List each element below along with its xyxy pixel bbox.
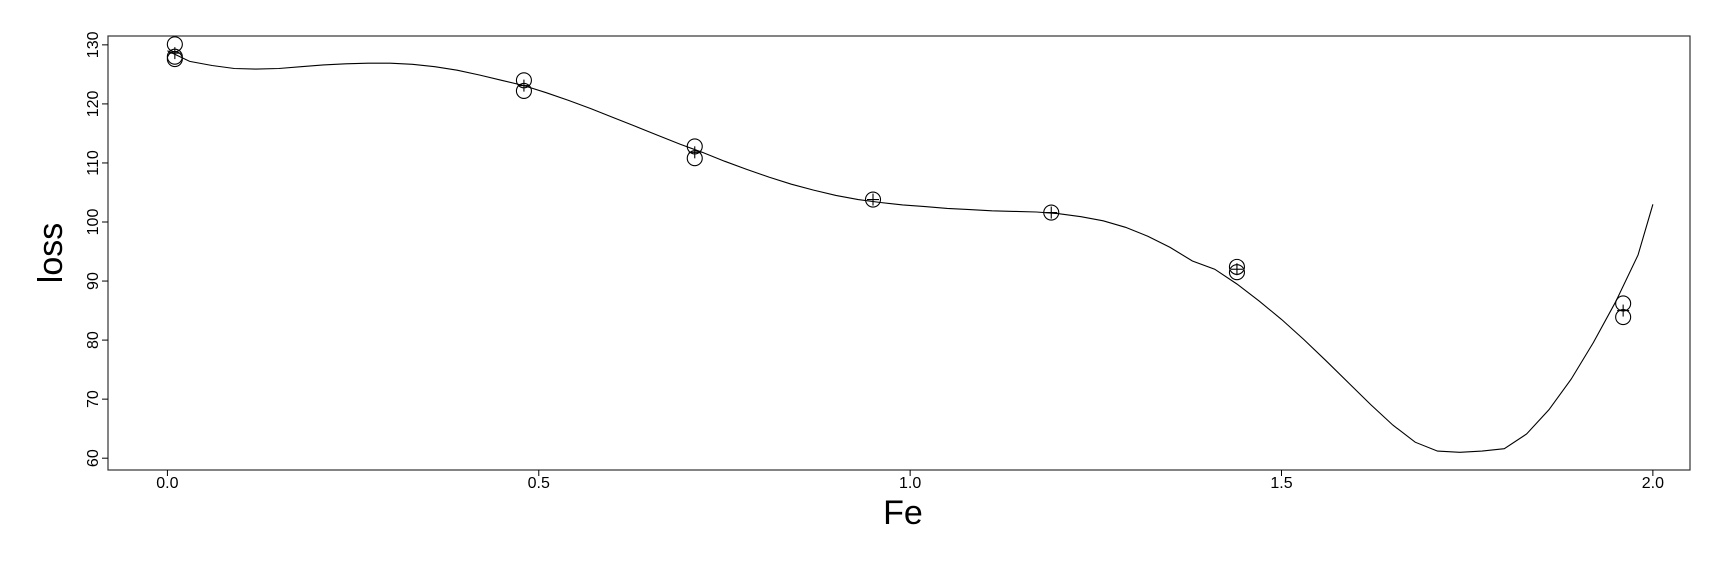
y-tick-label: 60 <box>85 449 102 467</box>
y-tick-label: 100 <box>85 209 102 236</box>
fitted-point-plus <box>1230 263 1243 276</box>
x-tick-label: 1.5 <box>1270 475 1292 492</box>
y-tick-label: 130 <box>85 31 102 58</box>
y-tick-label: 70 <box>85 390 102 408</box>
y-tick-label: 110 <box>85 150 102 176</box>
x-tick-label: 0.5 <box>528 475 550 492</box>
y-tick-label: 90 <box>85 272 102 290</box>
x-tick-label: 1.0 <box>899 475 921 492</box>
fitted-point-plus <box>867 193 880 206</box>
x-axis-title: Fe <box>883 494 923 532</box>
x-tick-label: 0.0 <box>156 475 178 492</box>
data-point-circle <box>864 191 882 208</box>
y-axis-ticks: 60 70 80 90 100 110 120 130 <box>85 31 108 467</box>
x-tick-label: 2.0 <box>1642 475 1664 492</box>
fitted-point-plus <box>1617 304 1630 317</box>
fitted-point-plus <box>517 79 530 92</box>
fitted-point-plus <box>168 47 181 60</box>
data-points <box>166 36 1632 326</box>
fitted-point-plus <box>688 146 701 159</box>
y-tick-label: 80 <box>85 331 102 349</box>
y-tick-label: 120 <box>85 90 102 117</box>
plot-frame <box>107 35 1691 471</box>
x-axis-ticks: 0.0 0.5 1.0 1.5 2.0 <box>156 470 1664 492</box>
fitted-curve <box>167 50 1654 453</box>
fitted-point-plus <box>1045 206 1058 219</box>
data-point-circle <box>1043 204 1060 221</box>
y-axis-title: loss <box>32 223 70 283</box>
